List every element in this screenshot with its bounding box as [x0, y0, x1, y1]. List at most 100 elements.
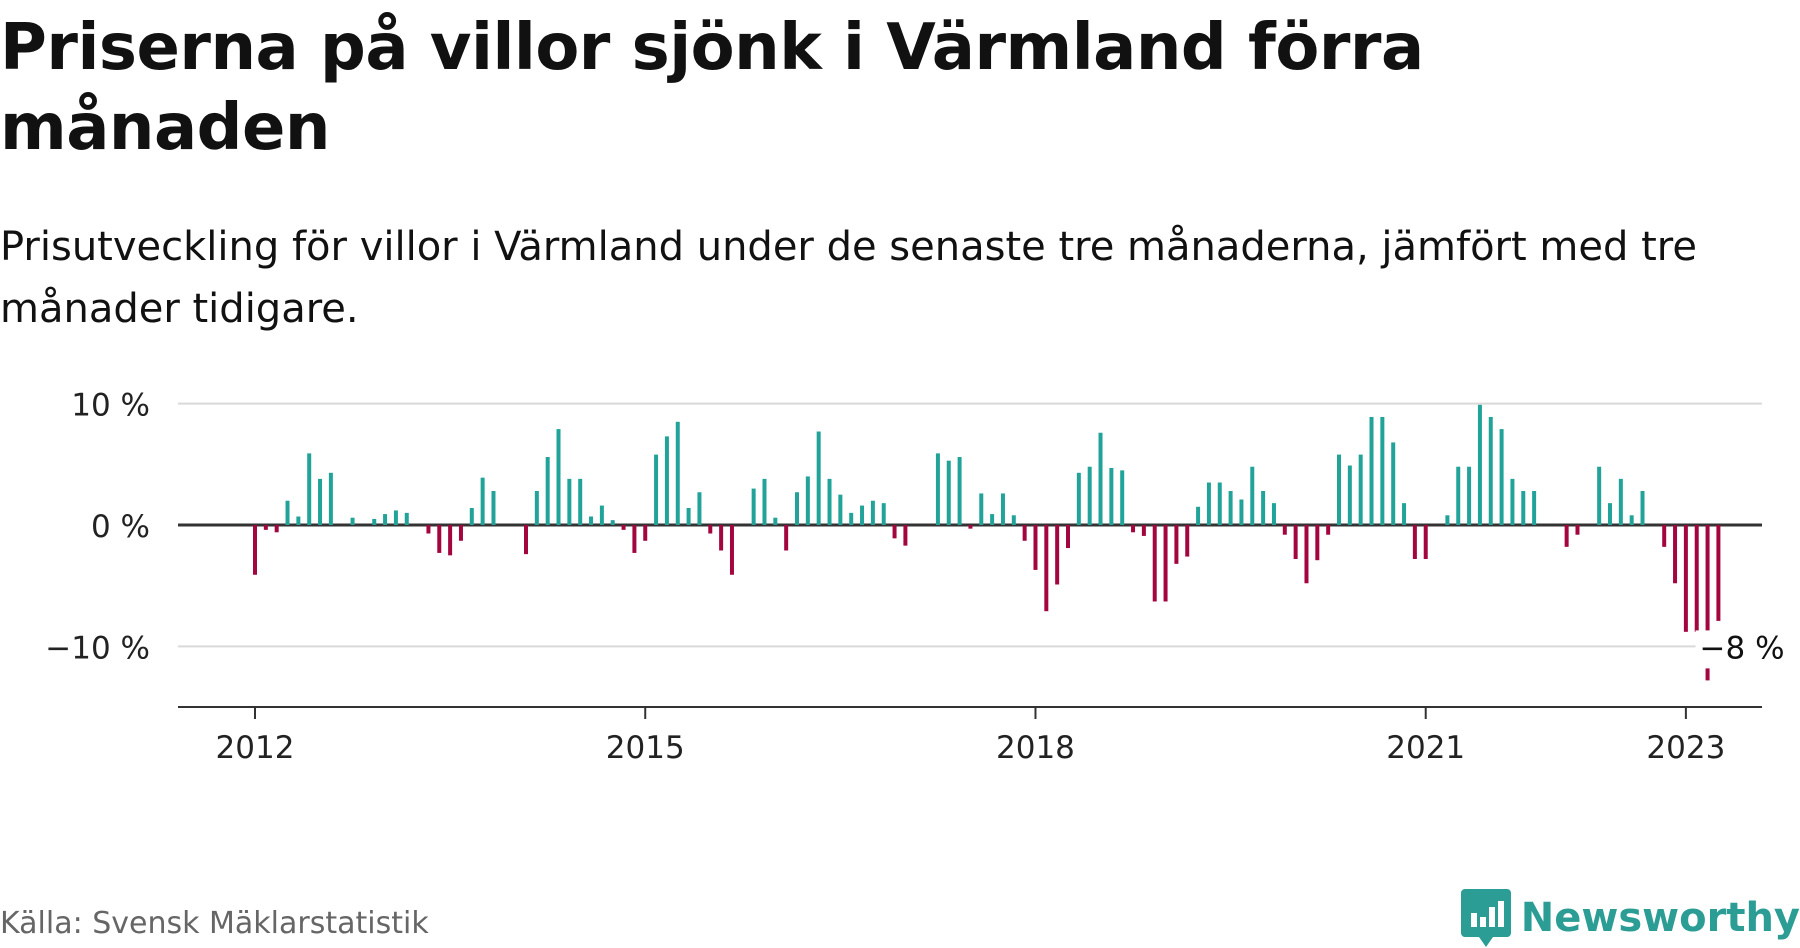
- brand-logo[interactable]: Newsworthy: [1460, 888, 1800, 948]
- bar: [1087, 466, 1092, 525]
- bar: [675, 421, 680, 525]
- bar: [1109, 467, 1114, 525]
- bar: [1076, 472, 1081, 525]
- bar: [1347, 465, 1352, 525]
- bar: [1423, 525, 1428, 559]
- bar: [1673, 525, 1678, 584]
- bar: [404, 512, 409, 525]
- bar: [1141, 525, 1146, 536]
- bar-series: [253, 404, 1721, 681]
- bar: [946, 460, 951, 525]
- bar: [1022, 525, 1027, 541]
- bar: [816, 431, 821, 525]
- bar: [1163, 525, 1168, 602]
- x-tick-label: 2015: [606, 730, 685, 766]
- bar: [860, 505, 865, 525]
- bar: [795, 492, 799, 525]
- bar: [708, 525, 713, 534]
- bar-chart: 10 % 0 % −10 % 2012 2015 2018 2021 2023 −8 %: [45, 388, 1792, 766]
- bar: [556, 429, 561, 525]
- bar: [643, 525, 648, 541]
- bar: [1369, 416, 1374, 525]
- bar: [1683, 525, 1688, 632]
- bar: [686, 508, 691, 525]
- bar: [1098, 432, 1103, 525]
- y-tick-label: −10 %: [45, 630, 150, 666]
- bar: [892, 525, 897, 539]
- bar: [1521, 491, 1526, 525]
- bar: [1445, 515, 1450, 525]
- bar: [1239, 499, 1244, 525]
- bar: [1228, 491, 1233, 525]
- bar: [1011, 515, 1016, 525]
- bar: [1629, 515, 1634, 525]
- bar: [1152, 525, 1157, 602]
- bar: [968, 525, 973, 529]
- bar: [773, 517, 778, 525]
- bar: [805, 476, 810, 525]
- bar: [762, 478, 767, 525]
- bar: [1467, 466, 1472, 525]
- bar: [393, 510, 398, 525]
- bar: [1261, 491, 1266, 525]
- bar: [935, 453, 940, 525]
- bar: [654, 454, 659, 525]
- bar: [1662, 525, 1667, 547]
- bar: [285, 500, 290, 525]
- bar: [1250, 466, 1255, 525]
- bar: [296, 516, 301, 525]
- last-value-label: −8 %: [1700, 630, 1785, 666]
- chart-subtitle: Prisutveckling för villor i Värmland und…: [0, 224, 1697, 332]
- x-tick-label: 2018: [996, 730, 1075, 766]
- bar: [1282, 525, 1287, 535]
- bar: [469, 508, 474, 525]
- bar: [318, 478, 323, 525]
- bar: [827, 478, 832, 525]
- bar: [545, 457, 550, 525]
- bar: [328, 472, 333, 525]
- bar: [1000, 493, 1005, 525]
- newsworthy-logo-icon: [1460, 889, 1511, 947]
- bar: [1488, 416, 1493, 525]
- bar: [1608, 503, 1612, 525]
- bar: [1315, 525, 1320, 561]
- bar: [979, 493, 984, 525]
- y-tick-label: 10 %: [71, 388, 150, 424]
- bar: [849, 512, 854, 525]
- bar: [784, 525, 789, 551]
- chart-labels: 10 % 0 % −10 % 2012 2015 2018 2021 2023 −8 %: [45, 388, 1792, 766]
- bar: [383, 514, 388, 525]
- bar: [610, 520, 615, 525]
- bar: [1293, 525, 1298, 559]
- bar: [838, 494, 843, 525]
- bar: [1456, 466, 1461, 525]
- bar: [263, 525, 268, 530]
- bar: [1044, 525, 1049, 612]
- bar: [903, 525, 908, 546]
- bar: [1185, 525, 1190, 557]
- bar: [426, 525, 431, 534]
- bar: [1564, 525, 1569, 547]
- bar: [1510, 478, 1515, 525]
- bar: [567, 478, 572, 525]
- x-tick-label: 2023: [1646, 730, 1725, 766]
- source-note: Källa: Svensk Mäklarstatistik: [0, 906, 429, 941]
- bar: [1326, 525, 1331, 535]
- bar: [1304, 525, 1309, 584]
- bar: [1694, 525, 1699, 632]
- bar: [1477, 404, 1482, 525]
- bar: [589, 516, 594, 525]
- bar: [437, 525, 442, 553]
- bar: [253, 525, 257, 575]
- bar: [1391, 442, 1396, 525]
- bar: [1174, 525, 1179, 564]
- bar: [1705, 525, 1710, 681]
- bar: [372, 518, 377, 525]
- bar: [1412, 525, 1417, 559]
- bar: [1640, 491, 1645, 525]
- bar: [1120, 470, 1125, 525]
- bar: [632, 525, 637, 553]
- bar: [719, 525, 724, 551]
- bar: [1131, 525, 1136, 533]
- bar: [350, 517, 355, 525]
